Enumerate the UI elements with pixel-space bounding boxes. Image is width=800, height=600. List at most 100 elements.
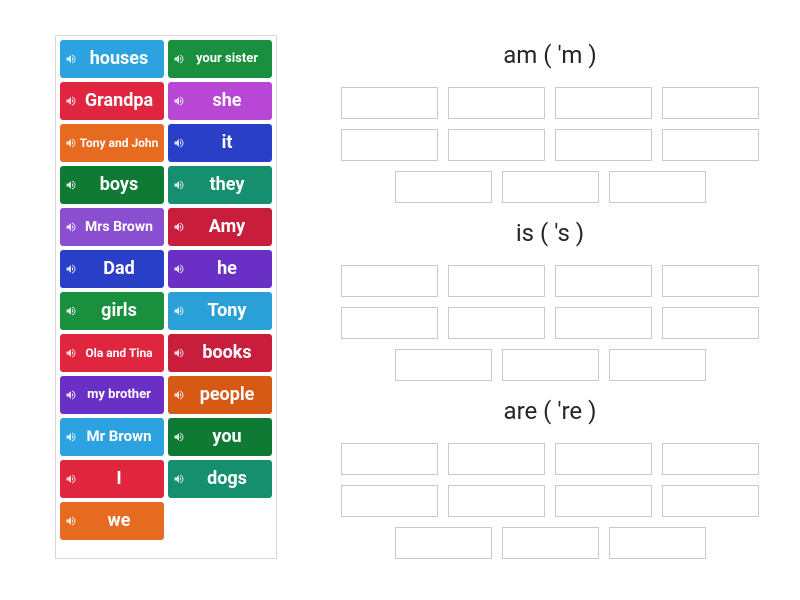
sound-icon[interactable]: [173, 263, 185, 275]
drop-slot[interactable]: [555, 443, 652, 475]
sound-icon[interactable]: [65, 137, 77, 149]
tile-label: Mrs Brown: [85, 220, 153, 235]
word-tile[interactable]: Mr Brown: [60, 418, 164, 456]
slot-grid: [330, 443, 770, 559]
drop-slot[interactable]: [609, 171, 706, 203]
drop-slot[interactable]: [341, 307, 438, 339]
drop-slot[interactable]: [395, 527, 492, 559]
tile-label: Grandpa: [85, 92, 153, 111]
word-tile[interactable]: you: [168, 418, 272, 456]
tile-label: they: [210, 176, 245, 195]
tile-label: we: [108, 512, 131, 531]
word-tile[interactable]: Mrs Brown: [60, 208, 164, 246]
drop-slot[interactable]: [662, 485, 759, 517]
tile-label: your sister: [196, 52, 258, 66]
tile-label: Amy: [209, 218, 245, 237]
group-title: is ( 's ): [315, 219, 785, 247]
sound-icon[interactable]: [65, 53, 77, 65]
word-tile[interactable]: Grandpa: [60, 82, 164, 120]
drop-slot[interactable]: [555, 129, 652, 161]
word-tile[interactable]: he: [168, 250, 272, 288]
sound-icon[interactable]: [173, 53, 185, 65]
sound-icon[interactable]: [173, 179, 185, 191]
drop-slot[interactable]: [662, 443, 759, 475]
word-tile[interactable]: I: [60, 460, 164, 498]
drop-slot[interactable]: [448, 443, 545, 475]
word-tile[interactable]: they: [168, 166, 272, 204]
sound-icon[interactable]: [173, 431, 185, 443]
drop-slot[interactable]: [448, 485, 545, 517]
drop-slot[interactable]: [341, 129, 438, 161]
sound-icon[interactable]: [173, 137, 185, 149]
word-tile[interactable]: my brother: [60, 376, 164, 414]
sound-icon[interactable]: [65, 389, 77, 401]
tile-label: she: [212, 92, 241, 111]
sound-icon[interactable]: [173, 221, 185, 233]
sound-icon[interactable]: [65, 473, 77, 485]
drop-slot[interactable]: [341, 265, 438, 297]
word-tile[interactable]: dogs: [168, 460, 272, 498]
drop-slot[interactable]: [395, 349, 492, 381]
drop-slot[interactable]: [609, 527, 706, 559]
sound-icon[interactable]: [173, 95, 185, 107]
drop-slot[interactable]: [555, 485, 652, 517]
drop-slot[interactable]: [341, 485, 438, 517]
word-tile[interactable]: Ola and Tina: [60, 334, 164, 372]
word-tile[interactable]: she: [168, 82, 272, 120]
tile-label: you: [212, 428, 241, 447]
sound-icon[interactable]: [65, 179, 77, 191]
tile-label: I: [116, 470, 121, 489]
word-tile[interactable]: boys: [60, 166, 164, 204]
tile-label: it: [222, 134, 233, 153]
drop-group: am ( 'm ): [315, 35, 785, 203]
word-tile[interactable]: Dad: [60, 250, 164, 288]
sound-icon[interactable]: [65, 221, 77, 233]
drop-slot[interactable]: [448, 307, 545, 339]
sound-icon[interactable]: [173, 347, 185, 359]
drop-slot[interactable]: [555, 265, 652, 297]
drop-slot[interactable]: [448, 129, 545, 161]
drop-slot[interactable]: [502, 349, 599, 381]
tile-label: he: [217, 260, 237, 279]
drop-slot[interactable]: [395, 171, 492, 203]
tile-label: Tony and John: [80, 137, 159, 150]
word-tile[interactable]: Tony and John: [60, 124, 164, 162]
word-tile[interactable]: Tony: [168, 292, 272, 330]
word-tile[interactable]: houses: [60, 40, 164, 78]
drop-slot[interactable]: [662, 307, 759, 339]
tile-label: Mr Brown: [86, 429, 151, 445]
tile-label: Ola and Tina: [85, 347, 152, 360]
drop-slot[interactable]: [662, 265, 759, 297]
drop-slot[interactable]: [662, 87, 759, 119]
drop-slot[interactable]: [341, 443, 438, 475]
word-tile[interactable]: Amy: [168, 208, 272, 246]
sound-icon[interactable]: [65, 263, 77, 275]
word-tile[interactable]: we: [60, 502, 164, 540]
word-tile[interactable]: girls: [60, 292, 164, 330]
sound-icon[interactable]: [173, 305, 185, 317]
tile-label: girls: [101, 302, 137, 321]
sound-icon[interactable]: [65, 95, 77, 107]
drop-slot[interactable]: [609, 349, 706, 381]
sound-icon[interactable]: [65, 515, 77, 527]
drop-slot[interactable]: [662, 129, 759, 161]
drop-slot[interactable]: [502, 171, 599, 203]
word-tile[interactable]: people: [168, 376, 272, 414]
sound-icon[interactable]: [173, 389, 185, 401]
drop-slot[interactable]: [502, 527, 599, 559]
sound-icon[interactable]: [65, 347, 77, 359]
drop-slot[interactable]: [555, 87, 652, 119]
word-tile[interactable]: it: [168, 124, 272, 162]
slot-grid: [330, 87, 770, 203]
drop-slot[interactable]: [341, 87, 438, 119]
tile-label: books: [202, 344, 251, 363]
drop-slot[interactable]: [555, 307, 652, 339]
sound-icon[interactable]: [65, 305, 77, 317]
word-tile[interactable]: books: [168, 334, 272, 372]
drop-slot[interactable]: [448, 87, 545, 119]
sound-icon[interactable]: [173, 473, 185, 485]
word-tile[interactable]: your sister: [168, 40, 272, 78]
sound-icon[interactable]: [65, 431, 77, 443]
tile-label: Dad: [103, 260, 134, 279]
drop-slot[interactable]: [448, 265, 545, 297]
